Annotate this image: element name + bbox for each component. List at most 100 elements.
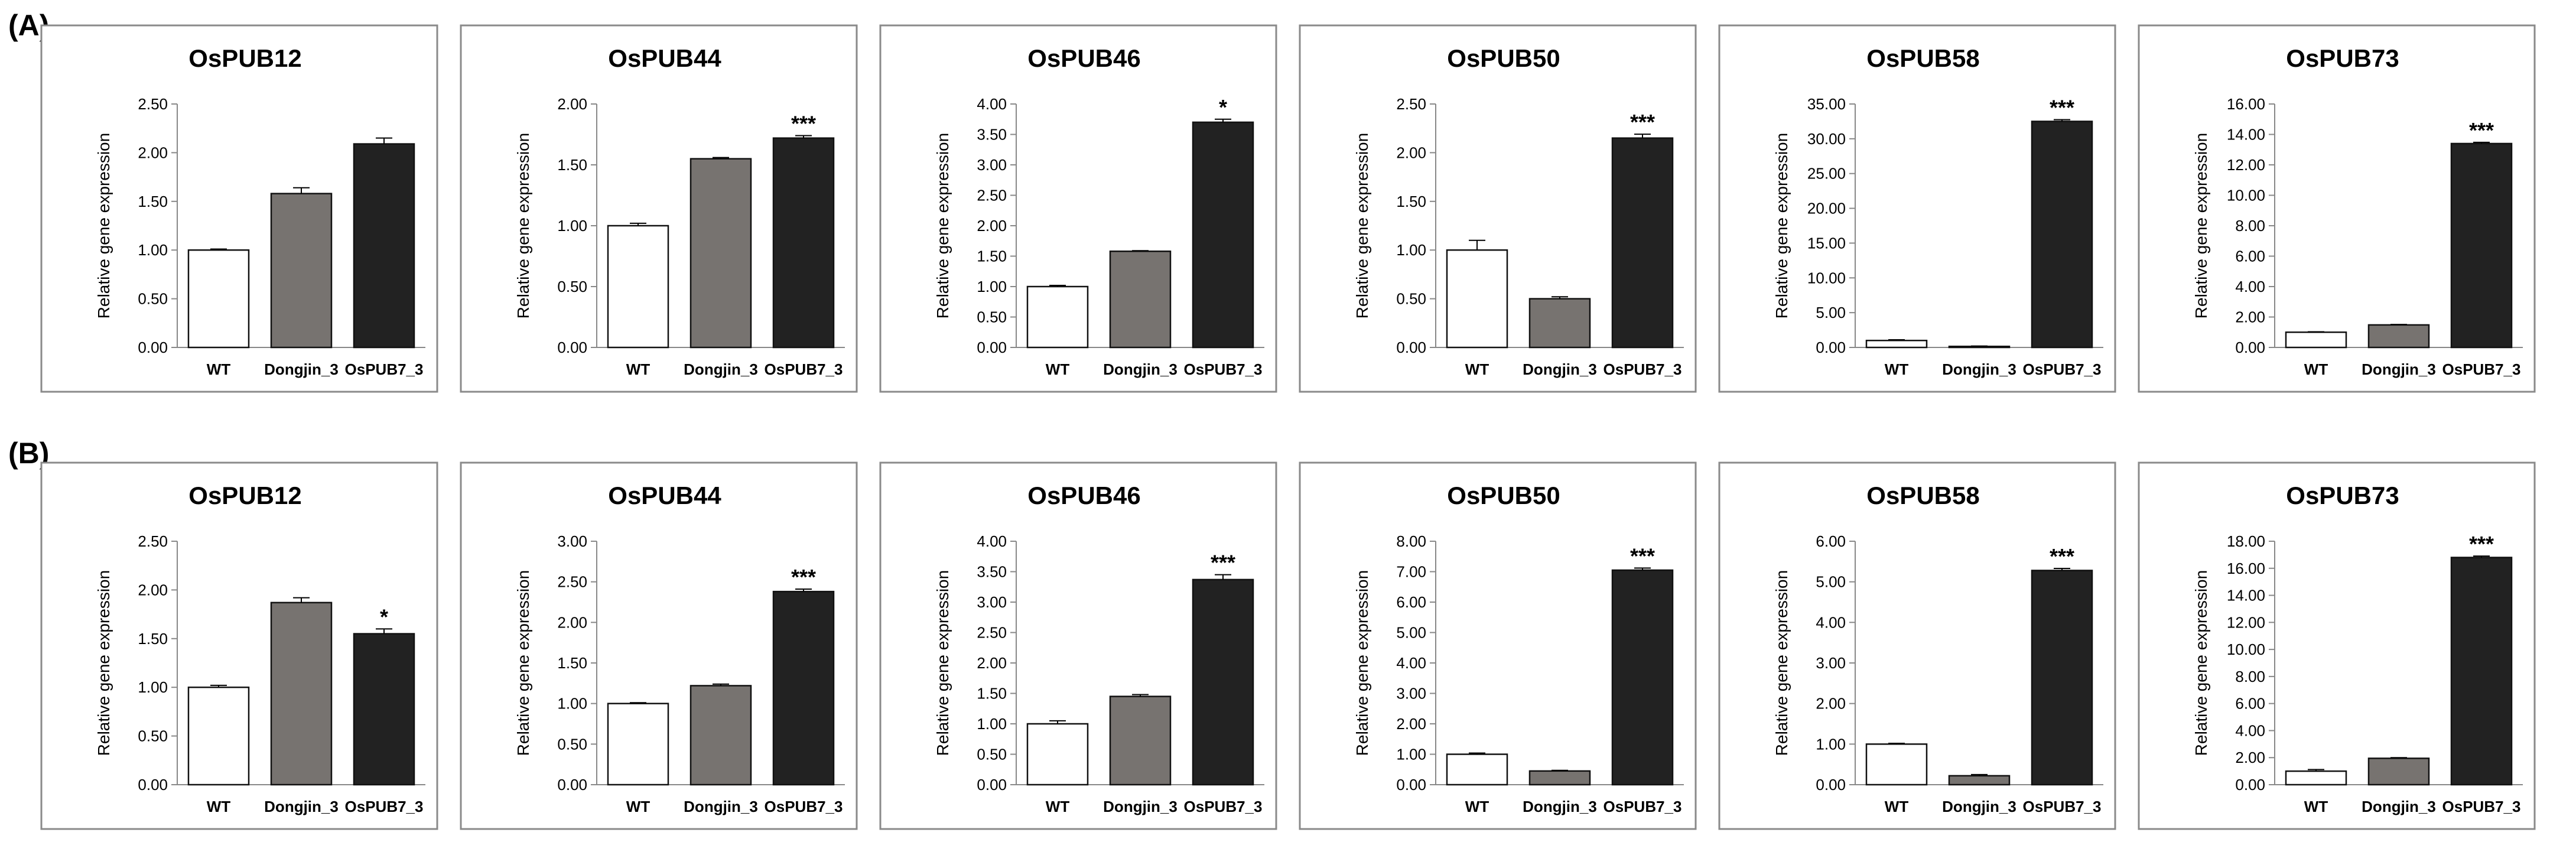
y-tick-label: 3.00	[1396, 685, 1426, 703]
x-tick-label: WT	[1046, 798, 1070, 815]
x-tick-label: Dongjin_3	[684, 360, 758, 378]
x-tick-label: OsPUB7_3	[2023, 360, 2102, 378]
x-tick-label: Dongjin_3	[1103, 360, 1178, 378]
y-tick-label: 6.00	[1396, 593, 1426, 611]
y-tick-label: 20.00	[1807, 200, 1846, 217]
x-tick-label: OsPUB7_3	[2442, 360, 2521, 378]
y-tick-label: 4.00	[2235, 721, 2265, 739]
x-tick-label: WT	[2304, 360, 2328, 378]
y-axis-label: Relative gene expression	[2192, 133, 2210, 318]
y-tick-label: 0.00	[1396, 776, 1426, 794]
chart-b-ospub44: OsPUB44 Relative gene expression 0.00 0.50 1…	[460, 461, 858, 830]
chart-title: OsPUB58	[1866, 482, 1979, 509]
y-tick-label: 2.50	[1396, 95, 1426, 113]
y-axis-label: Relative gene expression	[514, 570, 532, 756]
y-tick-label: 6.00	[2235, 695, 2265, 713]
y-tick-label: 2.50	[977, 624, 1007, 642]
y-axis-label: Relative gene expression	[514, 133, 532, 318]
y-tick-label: 0.00	[2235, 776, 2265, 794]
bar-wt	[187, 686, 250, 786]
bar-wt	[2285, 770, 2347, 786]
significance-marker: ***	[2469, 118, 2494, 142]
chart-title: OsPUB46	[1027, 482, 1140, 509]
bar-wt	[607, 225, 669, 349]
significance-marker: ***	[1211, 551, 1235, 575]
bar-wt	[1865, 743, 1928, 786]
y-tick-label: 10.00	[1807, 269, 1846, 287]
x-tick-label: WT	[1885, 360, 1909, 378]
y-tick-label: 14.00	[2227, 126, 2265, 144]
bar-wt	[187, 249, 250, 349]
bar-ospub7-3	[2031, 121, 2093, 349]
y-tick-label: 0.50	[977, 308, 1007, 326]
chart-a-ospub44: OsPUB44 Relative gene expression 0.00 0.50 1…	[460, 24, 858, 393]
bar-ospub7-3	[1192, 121, 1254, 349]
chart-a-ospub58: OsPUB58 Relative gene expression 0.00 5.00 1…	[1718, 24, 2116, 393]
chart-title: OsPUB44	[608, 44, 721, 72]
x-tick-label: WT	[1465, 798, 1489, 815]
x-tick-label: WT	[1465, 360, 1489, 378]
y-tick-label: 14.00	[2227, 587, 2265, 604]
y-tick-label: 2.00	[557, 613, 587, 631]
bar-dongjin-3	[2367, 324, 2430, 349]
chart-a-ospub12: OsPUB12 Relative gene expression 0.00 0.50 1…	[40, 24, 438, 393]
y-axis-label: Relative gene expression	[95, 133, 113, 318]
x-tick-label: OsPUB7_3	[345, 798, 424, 815]
x-tick-label: WT	[1046, 360, 1070, 378]
bar-ospub7-3	[1611, 569, 1674, 786]
bar-wt	[1026, 285, 1089, 349]
y-tick-label: 5.00	[1816, 573, 1846, 591]
y-tick-label: 0.00	[2235, 339, 2265, 356]
y-tick-label: 10.00	[2227, 641, 2265, 658]
bar-wt	[607, 703, 669, 786]
y-tick-label: 3.00	[977, 593, 1007, 611]
y-tick-label: 2.50	[977, 187, 1007, 204]
chart-a-ospub73: OsPUB73 Relative gene expression 0.00 2.00 4…	[2138, 24, 2536, 393]
significance-marker: ***	[1630, 544, 1655, 568]
x-tick-label: Dongjin_3	[264, 798, 339, 815]
chart-title: OsPUB50	[1447, 44, 1560, 72]
y-axis-label: Relative gene expression	[2192, 570, 2210, 756]
x-tick-label: WT	[207, 798, 231, 815]
y-tick-label: 12.00	[2227, 613, 2265, 631]
y-tick-label: 2.00	[557, 95, 587, 113]
y-tick-label: 0.00	[1396, 339, 1426, 356]
chart-title: OsPUB73	[2286, 44, 2399, 72]
y-tick-label: 1.00	[138, 678, 168, 696]
bar-dongjin-3	[689, 685, 752, 786]
y-tick-label: 0.50	[1396, 290, 1426, 308]
x-tick-label: OsPUB7_3	[1604, 798, 1682, 815]
bar-wt	[2285, 331, 2347, 349]
chart-b-ospub50: OsPUB50 Relative gene expression 0.00 1.00 2…	[1299, 461, 1697, 830]
chart-a-ospub50: OsPUB50 Relative gene expression 0.00 0.50 1…	[1299, 24, 1697, 393]
y-tick-label: 1.00	[138, 241, 168, 259]
x-tick-label: WT	[207, 360, 231, 378]
bar-ospub7-3	[1611, 137, 1674, 349]
bar-dongjin-3	[1109, 695, 1172, 786]
bar-dongjin-3	[270, 602, 333, 786]
chart-title: OsPUB58	[1866, 44, 1979, 72]
chart-title: OsPUB73	[2286, 482, 2399, 509]
y-tick-label: 0.00	[557, 339, 587, 356]
y-tick-label: 2.50	[138, 95, 168, 113]
y-tick-label: 2.00	[1396, 715, 1426, 733]
y-tick-label: 1.00	[557, 217, 587, 235]
y-tick-label: 1.50	[138, 630, 168, 648]
y-tick-label: 4.00	[1816, 613, 1846, 631]
y-tick-label: 1.50	[1396, 193, 1426, 210]
y-tick-label: 0.00	[557, 776, 587, 794]
y-tick-label: 2.50	[138, 532, 168, 550]
y-tick-label: 5.00	[1816, 304, 1846, 321]
y-tick-label: 8.00	[1396, 532, 1426, 550]
y-axis-label: Relative gene expression	[1353, 570, 1371, 756]
y-tick-label: 2.00	[2235, 308, 2265, 326]
bar-ospub7-3	[2031, 570, 2093, 786]
y-tick-label: 16.00	[2227, 95, 2265, 113]
y-tick-label: 1.00	[1396, 241, 1426, 259]
y-axis-label: Relative gene expression	[1772, 133, 1791, 318]
bar-ospub7-3	[2450, 142, 2513, 349]
y-tick-label: 6.00	[1816, 532, 1846, 550]
bar-wt	[1446, 249, 1508, 349]
y-tick-label: 35.00	[1807, 95, 1846, 113]
